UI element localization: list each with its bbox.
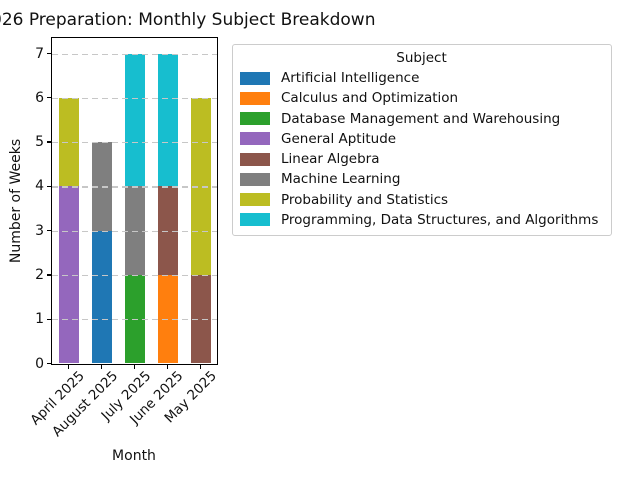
y-tick-mark <box>47 185 52 187</box>
legend-entry: Probability and Statistics <box>240 190 603 210</box>
y-tick-label: 2 <box>35 266 44 283</box>
legend-entry-label: General Aptitude <box>281 130 397 147</box>
x-tick-mark <box>199 364 202 369</box>
legend-entry-label: Programming, Data Structures, and Algori… <box>281 211 599 228</box>
gridline-y1 <box>52 319 217 321</box>
legend-entry-label: Machine Learning <box>281 171 401 188</box>
legend: Subject Artificial Intelligence Calculus … <box>232 44 612 236</box>
bar-segment <box>157 53 178 187</box>
y-tick-mark <box>47 274 52 276</box>
y-tick-mark <box>47 141 52 143</box>
bar-segment <box>157 186 178 275</box>
x-tick-mark <box>133 364 136 369</box>
bar-segment <box>124 186 145 275</box>
y-tick-label: 0 <box>35 355 44 372</box>
bar-segment <box>58 186 79 364</box>
y-axis-label: Number of Weeks <box>8 138 24 264</box>
legend-entry: General Aptitude <box>240 129 603 149</box>
gridline-y4 <box>52 186 217 188</box>
legend-swatch <box>240 132 270 146</box>
x-tick-mark <box>100 364 103 369</box>
x-axis-label: Month <box>112 448 156 464</box>
y-tick-label: 6 <box>35 89 44 106</box>
gridline-y6 <box>52 97 217 99</box>
y-tick-mark <box>47 230 52 232</box>
gridline-y3 <box>52 230 217 232</box>
legend-swatch <box>240 193 270 207</box>
legend-entry-label: Calculus and Optimization <box>281 90 459 107</box>
legend-entry-label: Linear Algebra <box>281 151 380 168</box>
legend-title: Subject <box>396 50 447 66</box>
legend-swatch <box>240 91 270 105</box>
legend-swatch <box>240 213 270 227</box>
legend-entry: Artificial Intelligence <box>240 68 603 88</box>
y-tick-label: 1 <box>35 311 44 328</box>
legend-entry-label: Artificial Intelligence <box>281 70 420 87</box>
gridline-y5 <box>52 142 217 144</box>
bar-segment <box>124 53 145 187</box>
legend-entry: Machine Learning <box>240 169 603 189</box>
legend-entry: Linear Algebra <box>240 149 603 169</box>
legend-entry: Programming, Data Structures, and Algori… <box>240 210 603 230</box>
legend-swatch <box>240 152 270 166</box>
y-tick-label: 5 <box>35 134 44 151</box>
gridline-y7 <box>52 53 217 55</box>
x-tick-mark <box>67 364 70 369</box>
y-tick-label: 7 <box>35 45 44 62</box>
y-tick-label: 4 <box>35 178 44 195</box>
y-tick-mark <box>47 52 52 55</box>
chart-title: 026 Preparation: Monthly Subject Breakdo… <box>0 10 376 30</box>
y-tick-mark <box>47 362 52 365</box>
x-tick-mark <box>166 364 169 369</box>
bar-segment <box>91 230 112 364</box>
legend-swatch <box>240 112 270 126</box>
y-tick-mark <box>47 318 52 320</box>
gridline-y2 <box>52 274 217 277</box>
legend-entry-label: Database Management and Warehousing <box>281 110 561 127</box>
y-tick-mark <box>47 97 52 99</box>
legend-entry: Calculus and Optimization <box>240 88 603 108</box>
legend-entry: Database Management and Warehousing <box>240 109 603 129</box>
legend-swatch <box>240 71 270 85</box>
legend-entry-label: Probability and Statistics <box>281 191 449 208</box>
y-tick-label: 3 <box>35 222 44 239</box>
legend-swatch <box>240 172 270 186</box>
